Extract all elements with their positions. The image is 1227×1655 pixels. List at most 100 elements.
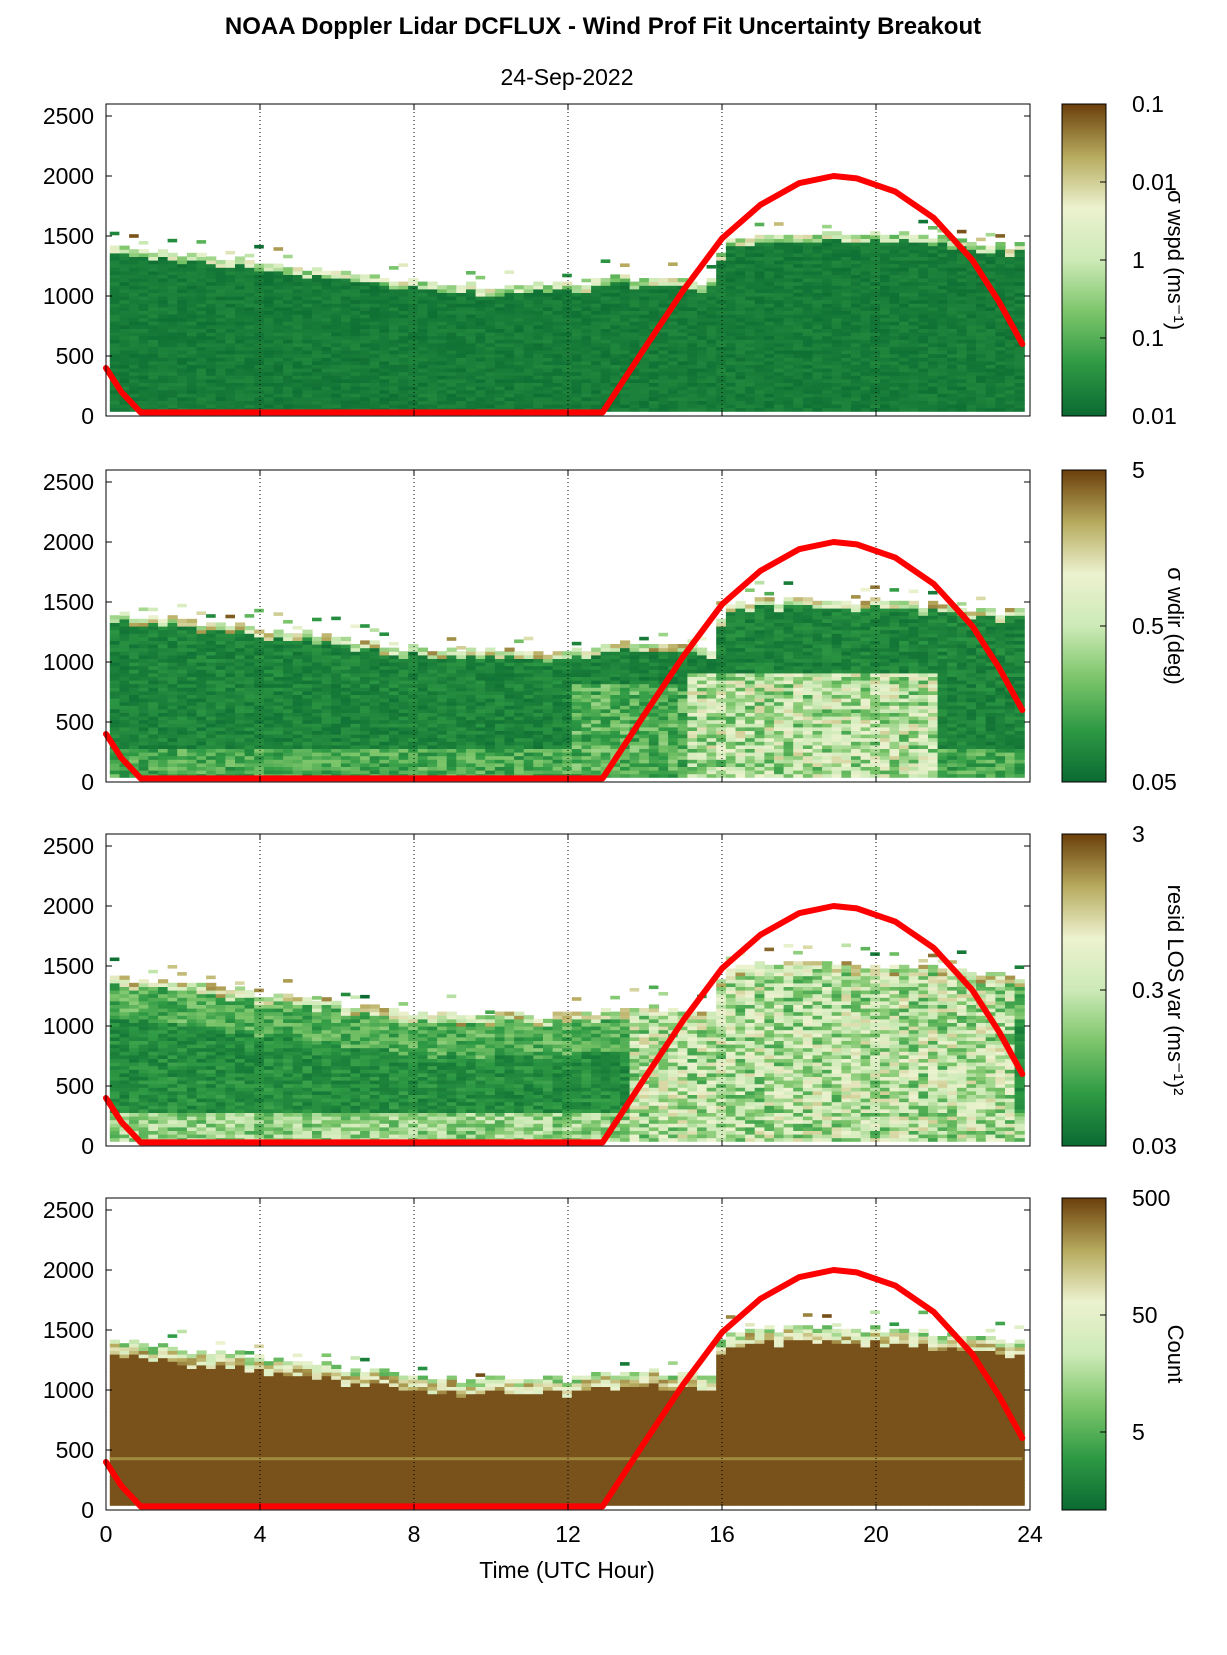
heatmap-cell (879, 346, 891, 351)
heatmap-cell (928, 299, 939, 304)
heatmap-cell (167, 339, 178, 344)
heatmap-cell (312, 270, 323, 275)
heatmap-cell (244, 672, 255, 677)
heatmap-cell (427, 321, 438, 326)
heatmap-cell (302, 278, 313, 283)
heatmap-cell (331, 389, 342, 394)
heatmap-cell (158, 680, 169, 685)
heatmap-cell (302, 306, 313, 311)
heatmap-cell (1014, 303, 1025, 308)
heatmap-cell (629, 350, 640, 355)
heatmap-cell (177, 393, 188, 398)
heatmap-cell (273, 296, 284, 301)
heatmap-cell (215, 759, 226, 764)
heatmap-cell (620, 314, 631, 319)
heatmap-cell (783, 278, 794, 283)
heatmap-cell (774, 324, 785, 329)
heatmap-cell (841, 310, 852, 315)
heatmap-cell (177, 687, 188, 692)
heatmap-cell (254, 708, 265, 713)
heatmap-cell (706, 288, 717, 293)
heatmap-cell (937, 375, 948, 380)
heatmap-cell (870, 242, 881, 247)
heatmap-cell (360, 357, 371, 362)
heatmap-cell (668, 371, 679, 376)
heatmap-cell-sparse (985, 232, 996, 237)
heatmap-cell (273, 683, 284, 688)
heatmap-cell (379, 328, 390, 333)
heatmap-cell (196, 672, 207, 677)
heatmap-cell (273, 651, 284, 656)
heatmap-cell (437, 296, 448, 301)
heatmap-cell (562, 281, 573, 286)
heatmap-cell (263, 755, 274, 760)
heatmap-cell (841, 270, 852, 275)
heatmap-cell (1005, 332, 1016, 337)
heatmap-cell (138, 382, 149, 387)
heatmap-cell (283, 368, 294, 373)
heatmap-cell (369, 324, 380, 329)
heatmap-cell (600, 360, 611, 365)
heatmap-cell (283, 281, 294, 286)
heatmap-cell (754, 256, 765, 261)
heatmap-cell (235, 770, 246, 775)
heatmap-cell (360, 310, 371, 315)
heatmap-cell (793, 292, 804, 297)
heatmap-cell (956, 378, 968, 383)
heatmap-cell (591, 368, 602, 373)
heatmap-cell (860, 346, 871, 351)
heatmap-cell (215, 687, 226, 692)
heatmap-cell (167, 712, 178, 717)
heatmap-cell (754, 368, 765, 373)
heatmap-cell (206, 629, 217, 634)
heatmap-cell (783, 353, 794, 358)
heatmap-cell (138, 256, 149, 261)
heatmap-cell (119, 611, 130, 616)
heatmap-cell (783, 317, 794, 322)
heatmap-cell (764, 350, 775, 355)
heatmap-cell (629, 324, 640, 329)
heatmap-cell (668, 278, 679, 283)
heatmap-cell (186, 400, 198, 405)
heatmap-cell (273, 267, 284, 272)
heatmap-cell (841, 368, 852, 373)
heatmap-cell (369, 346, 380, 351)
heatmap-cell (427, 400, 438, 405)
heatmap-cell (138, 687, 149, 692)
heatmap-cell (639, 332, 650, 337)
heatmap-cell (302, 389, 313, 394)
heatmap-cell (119, 752, 130, 757)
heatmap-cell (215, 324, 226, 329)
heatmap-cell (283, 741, 294, 746)
heatmap-cell (167, 629, 178, 634)
heatmap-cell (725, 321, 737, 326)
heatmap-cell (225, 680, 236, 685)
heatmap-cell (225, 303, 236, 308)
heatmap-cell (706, 350, 717, 355)
heatmap-cell (783, 378, 794, 383)
heatmap-cell (870, 238, 881, 243)
heatmap-cell (215, 375, 226, 380)
heatmap-cell (456, 303, 467, 308)
heatmap-cell (600, 346, 611, 351)
heatmap-cell (745, 350, 756, 355)
heatmap-cell (206, 364, 217, 369)
heatmap-cell (475, 288, 486, 293)
heatmap-cell (494, 396, 506, 401)
heatmap-cell (494, 400, 506, 405)
heatmap-cell (523, 328, 534, 333)
heatmap-cell (119, 364, 130, 369)
heatmap-cell (956, 386, 968, 391)
heatmap-cell (716, 278, 727, 283)
heatmap-cell (292, 404, 303, 409)
heatmap-cell (244, 296, 255, 301)
heatmap-cell (918, 342, 929, 347)
heatmap-cell (928, 375, 939, 380)
heatmap-cell (543, 382, 554, 387)
heatmap-cell (427, 314, 438, 319)
heatmap-cell (456, 342, 467, 347)
heatmap-cell (177, 314, 188, 319)
heatmap-cell (263, 726, 274, 731)
heatmap-cell (514, 324, 525, 329)
heatmap-cell (177, 719, 188, 724)
